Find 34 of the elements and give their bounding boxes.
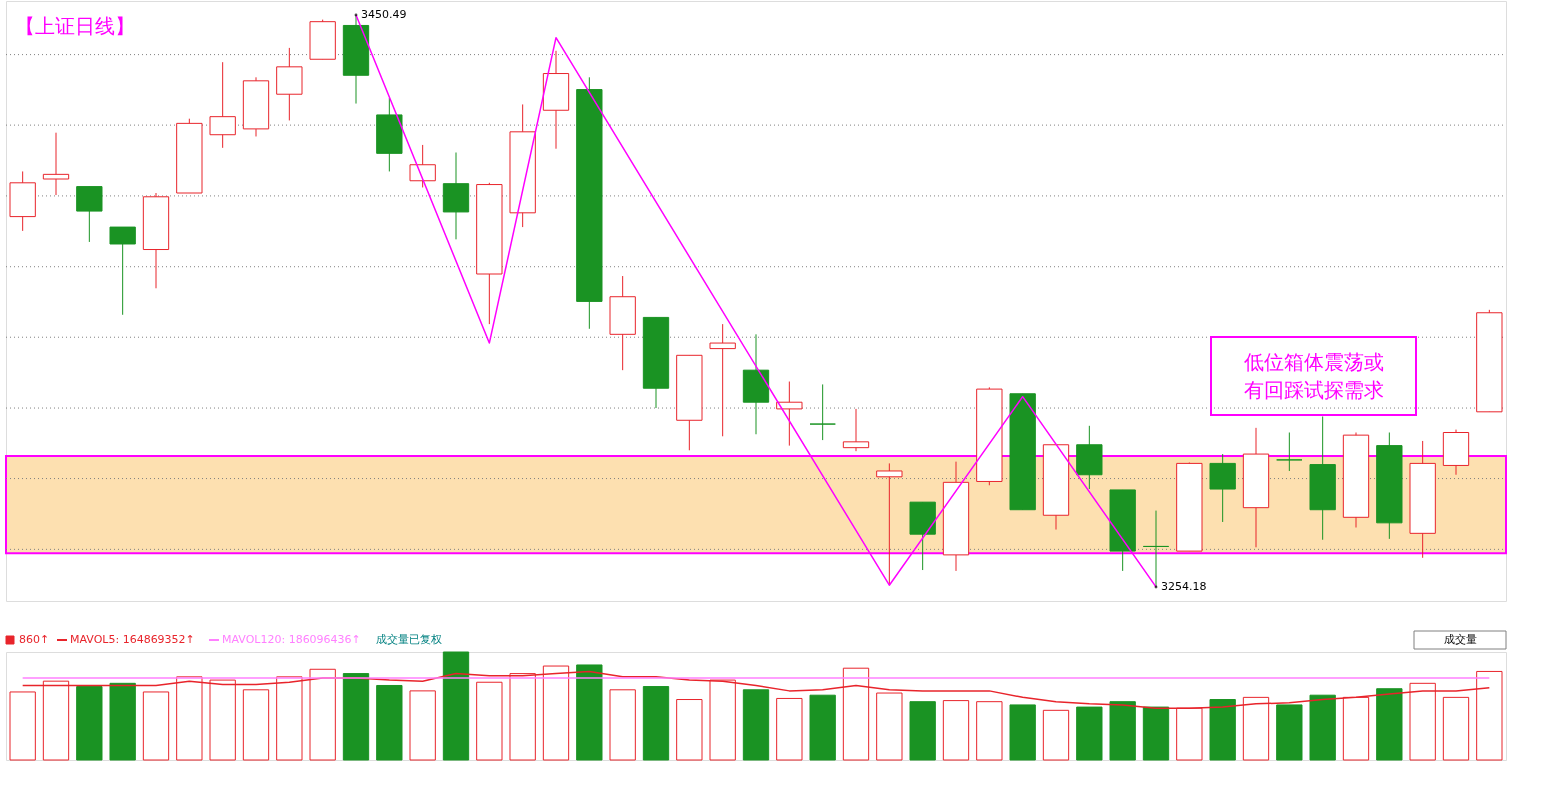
bar xyxy=(1076,706,1103,761)
bar xyxy=(576,664,603,761)
text: 成交量 xyxy=(1443,633,1477,646)
bar xyxy=(1276,704,1303,761)
bar xyxy=(1109,701,1136,761)
bar xyxy=(1009,704,1036,761)
bar xyxy=(376,684,403,761)
candlestick xyxy=(42,132,70,196)
annotation: 低位箱体震荡或有回踩试探需求 xyxy=(1243,350,1384,402)
text: 成交量已复权 xyxy=(376,633,442,646)
legend-label: MAVOL120: 186096436↑ xyxy=(222,633,361,646)
candlestick xyxy=(842,408,870,452)
bar xyxy=(1376,688,1403,761)
annotation: 3254.18 xyxy=(1161,580,1207,593)
bar xyxy=(109,682,136,761)
candlestick xyxy=(709,323,736,437)
legend-label: 860↑ xyxy=(19,633,50,646)
bar xyxy=(1209,699,1236,761)
candlestick xyxy=(876,462,903,586)
bar xyxy=(1142,706,1170,761)
legend-label: MAVOL5: 164869352↑ xyxy=(70,633,195,646)
bar xyxy=(342,673,370,761)
bar xyxy=(442,651,470,761)
candlestick xyxy=(776,381,803,447)
candlestick xyxy=(1276,432,1303,472)
chart-title: 【上证日线】 xyxy=(15,14,135,38)
bar xyxy=(809,694,836,761)
bar xyxy=(76,686,103,761)
annotation: 3450.49 xyxy=(361,8,407,21)
candlestick xyxy=(809,383,836,441)
bar xyxy=(909,701,936,761)
bar xyxy=(1309,694,1336,761)
bar xyxy=(642,686,670,761)
bar xyxy=(742,689,770,761)
